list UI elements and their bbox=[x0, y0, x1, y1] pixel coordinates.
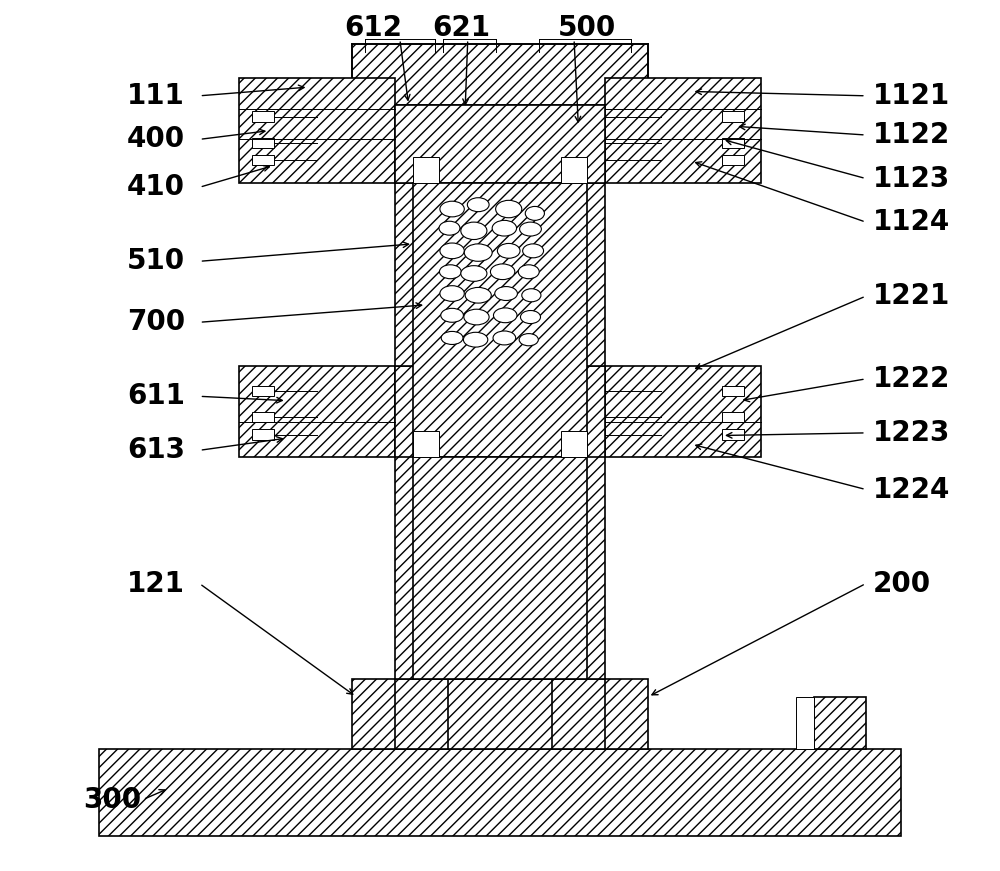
Ellipse shape bbox=[465, 287, 491, 303]
Ellipse shape bbox=[493, 331, 516, 345]
Text: 1122: 1122 bbox=[873, 121, 950, 149]
Bar bbox=[252, 138, 274, 148]
Bar bbox=[413, 183, 587, 457]
Ellipse shape bbox=[441, 332, 463, 345]
Text: 300: 300 bbox=[84, 786, 142, 814]
Bar bbox=[395, 183, 430, 366]
Text: 621: 621 bbox=[432, 14, 490, 42]
Ellipse shape bbox=[520, 222, 541, 236]
Bar bbox=[252, 429, 274, 440]
Ellipse shape bbox=[495, 287, 517, 300]
Bar bbox=[722, 412, 744, 422]
Bar bbox=[239, 78, 395, 183]
Bar bbox=[561, 431, 587, 457]
Ellipse shape bbox=[461, 266, 487, 281]
Text: 510: 510 bbox=[127, 247, 185, 275]
Bar bbox=[561, 157, 587, 183]
Bar bbox=[239, 366, 395, 457]
Bar bbox=[99, 749, 901, 836]
Ellipse shape bbox=[496, 200, 522, 218]
Bar bbox=[395, 679, 448, 749]
Ellipse shape bbox=[519, 334, 538, 346]
Text: 611: 611 bbox=[127, 382, 185, 410]
Text: 1121: 1121 bbox=[873, 82, 950, 110]
Ellipse shape bbox=[467, 198, 489, 212]
Bar bbox=[252, 386, 274, 396]
Ellipse shape bbox=[464, 309, 489, 325]
Text: 500: 500 bbox=[558, 14, 616, 42]
Bar bbox=[395, 366, 605, 457]
Bar bbox=[722, 111, 744, 122]
Text: 612: 612 bbox=[345, 14, 403, 42]
Ellipse shape bbox=[525, 206, 544, 220]
Ellipse shape bbox=[439, 221, 460, 235]
Bar bbox=[395, 105, 605, 183]
Ellipse shape bbox=[441, 308, 463, 322]
Bar bbox=[430, 183, 570, 366]
Ellipse shape bbox=[522, 288, 541, 302]
Bar bbox=[413, 457, 587, 679]
Ellipse shape bbox=[464, 244, 492, 261]
Text: 200: 200 bbox=[873, 570, 931, 598]
Ellipse shape bbox=[463, 333, 488, 348]
Ellipse shape bbox=[440, 243, 464, 259]
Bar bbox=[722, 429, 744, 440]
Bar bbox=[413, 157, 439, 183]
Ellipse shape bbox=[518, 265, 539, 279]
Text: 1124: 1124 bbox=[873, 208, 950, 236]
Bar bbox=[796, 697, 814, 749]
Text: 1123: 1123 bbox=[873, 165, 950, 192]
Bar bbox=[352, 44, 648, 105]
Text: 613: 613 bbox=[127, 436, 185, 464]
Text: 400: 400 bbox=[127, 125, 185, 153]
Bar bbox=[413, 431, 439, 457]
Bar bbox=[814, 697, 866, 749]
Bar bbox=[252, 111, 274, 122]
Text: 700: 700 bbox=[127, 308, 185, 336]
Bar bbox=[605, 366, 761, 457]
Ellipse shape bbox=[440, 201, 464, 217]
Ellipse shape bbox=[440, 286, 464, 301]
Ellipse shape bbox=[497, 244, 520, 259]
Bar bbox=[722, 155, 744, 165]
Bar bbox=[395, 453, 605, 679]
Text: 410: 410 bbox=[127, 173, 185, 201]
Text: 1221: 1221 bbox=[873, 282, 950, 310]
Bar bbox=[605, 78, 761, 183]
Bar bbox=[252, 412, 274, 422]
Text: 1223: 1223 bbox=[873, 419, 950, 447]
Bar bbox=[570, 183, 605, 366]
Text: 1224: 1224 bbox=[873, 476, 950, 503]
Bar bbox=[252, 155, 274, 165]
Ellipse shape bbox=[520, 310, 541, 323]
Text: 121: 121 bbox=[127, 570, 185, 598]
Ellipse shape bbox=[439, 265, 461, 279]
Bar bbox=[552, 679, 605, 749]
Text: 1222: 1222 bbox=[873, 365, 950, 393]
Bar bbox=[352, 679, 648, 749]
Text: 111: 111 bbox=[127, 82, 185, 110]
Ellipse shape bbox=[493, 308, 517, 323]
Ellipse shape bbox=[523, 244, 544, 258]
Bar bbox=[722, 386, 744, 396]
Ellipse shape bbox=[492, 220, 517, 236]
Ellipse shape bbox=[490, 264, 515, 280]
Bar bbox=[722, 138, 744, 148]
Ellipse shape bbox=[461, 222, 487, 240]
